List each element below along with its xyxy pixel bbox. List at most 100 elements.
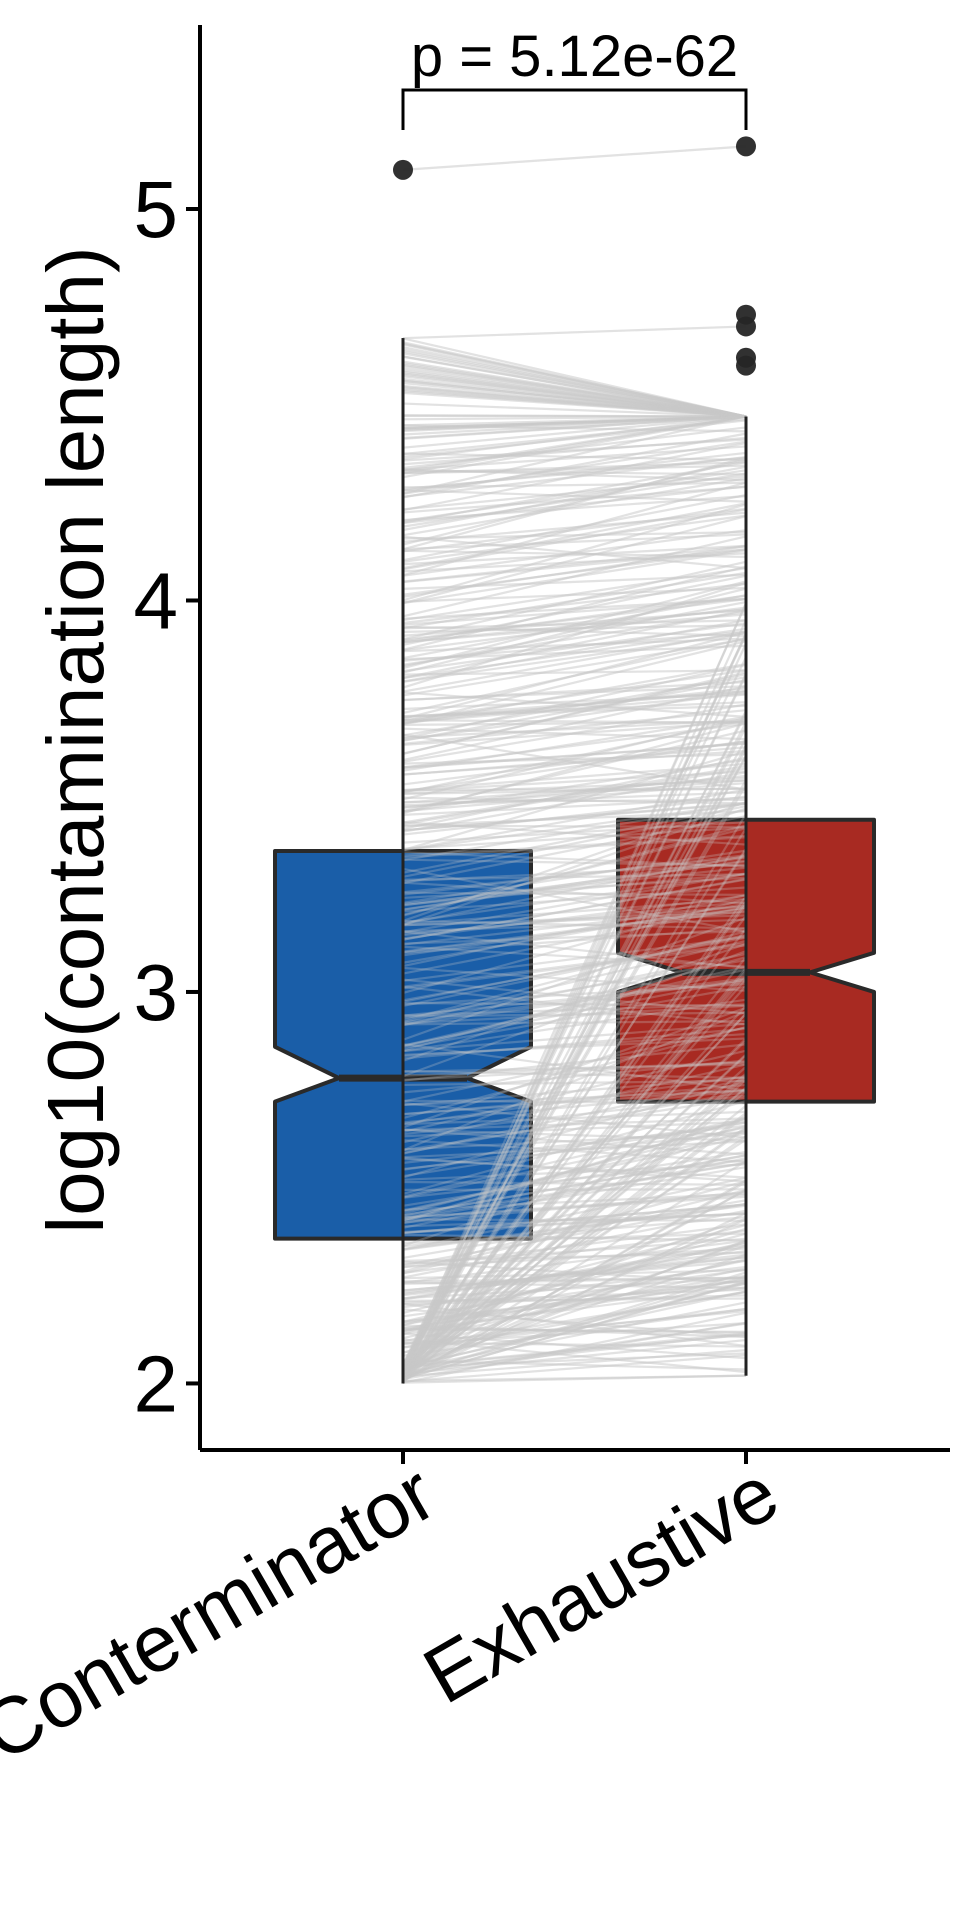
paired-line <box>402 1032 747 1058</box>
paired-line <box>402 1086 747 1379</box>
paired-line <box>402 637 747 653</box>
paired-line <box>402 1135 747 1375</box>
paired-line <box>402 363 747 418</box>
paired-line <box>402 1199 747 1260</box>
paired-line <box>402 942 747 988</box>
paired-line <box>402 464 747 475</box>
paired-line <box>402 1180 747 1273</box>
paired-line <box>402 753 747 765</box>
paired-line <box>402 445 747 471</box>
y-tick-label: 5 <box>134 165 179 254</box>
paired-line <box>402 369 747 418</box>
paired-line <box>402 1290 747 1368</box>
paired-line <box>402 549 747 559</box>
paired-line <box>402 1188 747 1383</box>
paired-line <box>402 560 747 641</box>
paired-line <box>402 456 747 491</box>
paired-line <box>402 1179 747 1381</box>
paired-line <box>402 485 747 524</box>
paired-line <box>402 1282 747 1370</box>
paired-line <box>402 722 747 815</box>
paired-line <box>402 608 747 679</box>
paired-line <box>402 821 747 846</box>
paired-line <box>402 894 747 940</box>
paired-line <box>402 1223 747 1314</box>
paired-line <box>402 390 747 418</box>
paired-line <box>402 1359 747 1371</box>
paired-line <box>402 742 747 770</box>
paired-line <box>402 529 747 577</box>
paired-line <box>402 381 747 418</box>
paired-line <box>402 632 747 1379</box>
paired-line <box>402 455 747 498</box>
paired-line <box>402 1290 747 1354</box>
paired-line <box>402 967 747 1376</box>
x-tick-label: Conterminator <box>0 1448 449 1779</box>
paired-line <box>402 719 747 724</box>
paired-line <box>402 798 747 804</box>
paired-line <box>402 1281 747 1380</box>
paired-line <box>402 586 747 603</box>
paired-line <box>402 712 747 1367</box>
paired-line <box>402 927 747 954</box>
paired-line <box>402 1244 747 1301</box>
paired-line <box>402 384 747 418</box>
paired-line <box>402 767 747 826</box>
paired-line <box>402 1114 747 1379</box>
paired-line <box>402 1043 747 1082</box>
paired-line <box>402 415 747 427</box>
paired-line <box>402 1078 747 1383</box>
paired-line <box>402 1131 747 1171</box>
paired-line <box>402 638 747 697</box>
paired-line <box>402 801 747 922</box>
paired-line <box>402 426 747 470</box>
paired-line <box>402 1218 747 1374</box>
paired-line <box>402 719 747 794</box>
paired-line <box>402 415 747 440</box>
paired-line <box>402 1244 747 1354</box>
paired-line <box>402 1180 747 1273</box>
paired-line <box>402 468 747 482</box>
paired-line <box>402 985 747 1026</box>
paired-line <box>402 1202 747 1251</box>
paired-line <box>402 414 747 418</box>
paired-line <box>402 742 747 769</box>
paired-line <box>402 1341 747 1348</box>
paired-line <box>402 703 747 763</box>
paired-line <box>402 1087 747 1367</box>
paired-line <box>402 808 747 878</box>
paired-line <box>402 531 747 540</box>
paired-line <box>402 625 747 637</box>
paired-line <box>402 1324 747 1339</box>
paired-line <box>402 587 747 674</box>
paired-line <box>402 1338 747 1374</box>
paired-line <box>402 1166 747 1225</box>
paired-line <box>402 945 747 968</box>
paired-line <box>402 372 747 418</box>
paired-line <box>402 1311 747 1384</box>
paired-line <box>402 1338 747 1375</box>
paired-line <box>402 1079 747 1087</box>
paired-line <box>402 1239 747 1373</box>
paired-line <box>402 1232 747 1244</box>
paired-line <box>402 355 747 418</box>
paired-line <box>402 440 747 495</box>
paired-line <box>402 1331 747 1368</box>
outlier-point <box>393 159 413 180</box>
paired-line <box>402 1061 747 1081</box>
paired-line <box>402 802 747 832</box>
paired-line <box>402 1281 747 1290</box>
paired-line <box>402 1053 747 1370</box>
paired-line <box>402 634 747 1372</box>
paired-line <box>402 1307 747 1357</box>
paired-line <box>402 1338 747 1374</box>
paired-line <box>402 1297 747 1302</box>
paired-line <box>402 548 747 584</box>
paired-line <box>402 362 747 418</box>
paired-line <box>402 379 747 418</box>
paired-line <box>402 1276 747 1283</box>
paired-line <box>402 720 747 726</box>
paired-line <box>402 594 747 643</box>
paired-line <box>402 897 747 994</box>
paired-line <box>402 379 747 418</box>
